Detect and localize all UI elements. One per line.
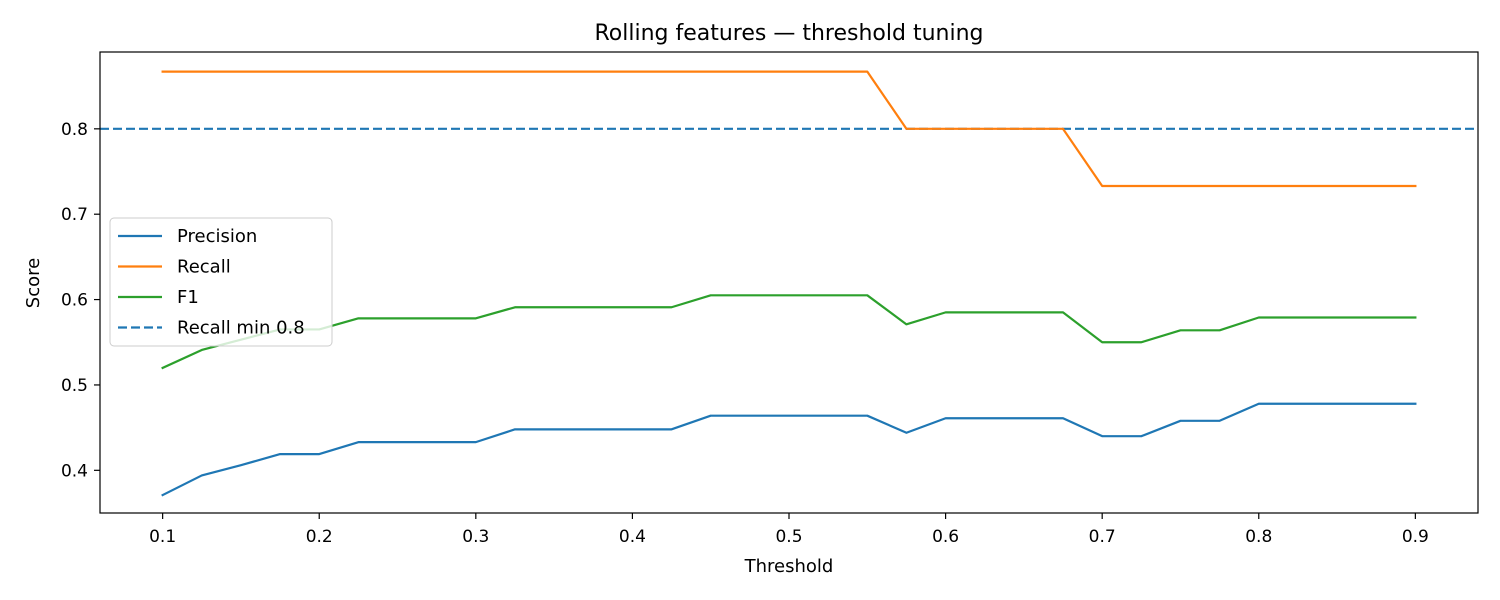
series-line-f1 bbox=[161, 294, 1417, 370]
y-axis: 0.4 0.5 0.6 0.7 0.8 bbox=[61, 120, 100, 481]
y-tick-label: 0.4 bbox=[61, 461, 88, 481]
legend-label-recall-min-0-8: Recall min 0.8 bbox=[177, 318, 305, 339]
series-line-precision bbox=[161, 402, 1417, 497]
x-tick-label: 0.8 bbox=[1245, 527, 1272, 547]
x-tick-label: 0.3 bbox=[462, 527, 489, 547]
x-tick-label: 0.1 bbox=[149, 527, 176, 547]
x-tick-label: 0.9 bbox=[1402, 527, 1429, 547]
chart-title: Rolling features — threshold tuning bbox=[594, 21, 983, 46]
x-tick-label: 0.7 bbox=[1089, 527, 1116, 547]
x-tick-label: 0.4 bbox=[619, 527, 646, 547]
y-tick-label: 0.5 bbox=[61, 376, 88, 396]
y-tick-label: 0.7 bbox=[61, 205, 88, 225]
legend-label-precision: Precision bbox=[177, 226, 257, 247]
x-tick-label: 0.6 bbox=[932, 527, 959, 547]
x-axis-label: Threshold bbox=[744, 556, 834, 577]
x-axis: 0.1 0.2 0.3 0.4 0.5 0.6 0.7 0.8 0.9 bbox=[149, 513, 1429, 547]
x-tick-label: 0.2 bbox=[306, 527, 333, 547]
legend-box bbox=[109, 217, 333, 347]
series-line-recall bbox=[161, 70, 1417, 188]
y-tick-label: 0.8 bbox=[61, 120, 88, 140]
legend-label-recall: Recall bbox=[177, 257, 231, 278]
y-tick-label: 0.6 bbox=[61, 291, 88, 311]
legend-label-f1: F1 bbox=[177, 287, 199, 308]
legend: Precision Recall F1 Recall min 0.8 bbox=[109, 217, 333, 347]
x-tick-label: 0.5 bbox=[775, 527, 802, 547]
y-axis-label: Score bbox=[23, 258, 44, 308]
